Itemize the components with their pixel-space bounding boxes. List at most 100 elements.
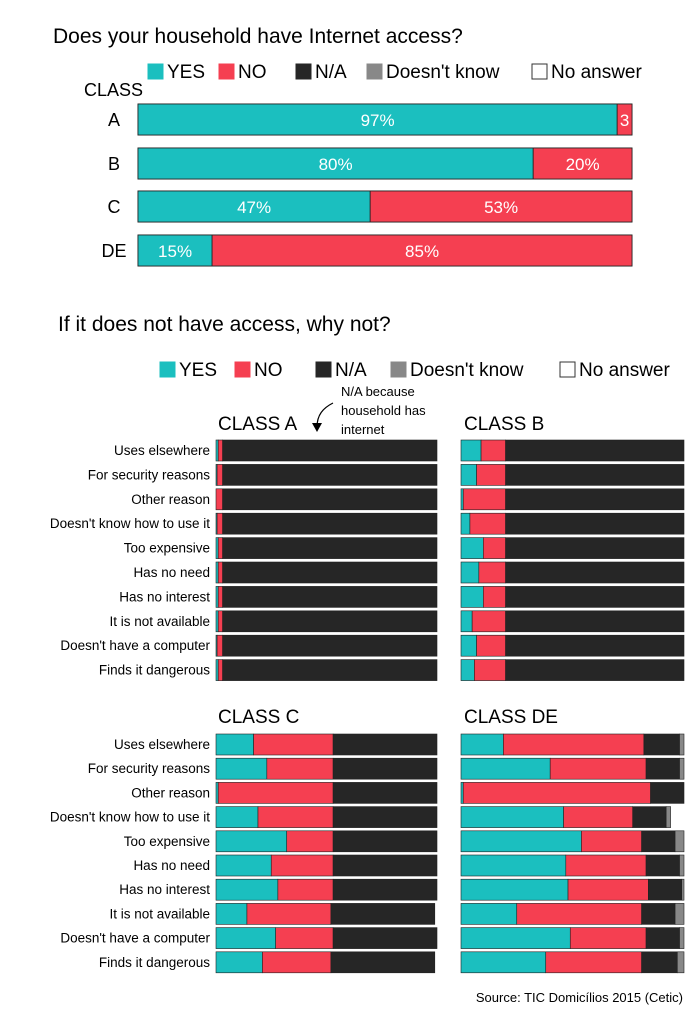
bar-segment-no [567, 878, 649, 901]
bar-segment-no [482, 537, 506, 559]
bar-segment-no [549, 757, 647, 780]
bar-segment-yes [215, 659, 219, 681]
bar-segment-n-a [645, 927, 680, 949]
legend-swatch-no [218, 63, 235, 80]
bar-segment-no [217, 439, 223, 462]
bar-segment-doesn-t-know [674, 903, 685, 925]
source-note: Source: TIC Domicílios 2015 (Cetic) [476, 990, 683, 1005]
bar-segment-no [277, 878, 334, 901]
bar-segment-n-a [505, 561, 685, 584]
bar-segment-n-a [222, 488, 438, 511]
bar-A-yes [137, 103, 618, 136]
bar-segment-n-a [632, 806, 667, 828]
bar-segment-n-a [222, 634, 438, 657]
category-label: Too expensive [124, 541, 210, 556]
bar-segment-no [503, 733, 645, 756]
bar-segment-doesn-t-know [677, 951, 685, 974]
bar-segment-no [262, 951, 332, 974]
bar-segment-yes [215, 951, 263, 974]
legend-swatch-no [234, 361, 251, 378]
bar-segment-no [257, 806, 334, 828]
bar-segment-n-a [222, 439, 438, 462]
legend-swatch-na [315, 361, 332, 378]
bar-segment-no [476, 634, 506, 657]
legend-swatch-no_answer [559, 361, 576, 378]
bar-segment-yes [460, 439, 482, 462]
panel-title: CLASS B [464, 414, 544, 435]
bar-segment-no [565, 854, 647, 877]
bar-segment-n-a [505, 610, 685, 633]
bar-segment-yes [215, 927, 276, 949]
panel-class-b: CLASS B [460, 414, 685, 681]
bar-segment-no [217, 537, 223, 559]
legend-swatch-yes [159, 361, 176, 378]
category-label-DE: DE [101, 241, 126, 261]
bar-segment-yes [460, 854, 567, 877]
bar-segment-n-a [645, 854, 680, 877]
data-label-DE-no: 85% [405, 242, 439, 261]
bar-DE-no [211, 234, 633, 267]
bar-segment-yes [460, 927, 571, 949]
bar-segment-n-a [505, 464, 685, 486]
annotation-line-2: household has [341, 403, 426, 418]
category-label-B: B [108, 154, 120, 174]
category-label: Finds it dangerous [99, 955, 210, 970]
annotation: N/A because household has internet [312, 384, 426, 437]
bar-B-no [532, 147, 633, 180]
category-label: Finds it dangerous [99, 663, 210, 678]
bar-segment-n-a [332, 854, 438, 877]
bar-segment-yes [460, 782, 464, 804]
bar-segment-n-a [222, 464, 438, 486]
category-label-A: A [108, 110, 120, 130]
category-label: Other reason [131, 492, 210, 507]
bar-segment-n-a [650, 782, 685, 804]
bar-segment-yes [460, 561, 480, 584]
bar-segment-yes [460, 512, 471, 535]
legend-label-yes: YES [179, 360, 217, 381]
bar-segment-yes [460, 659, 475, 681]
bar-segment-yes [460, 951, 547, 974]
category-label: Has no need [133, 565, 210, 580]
category-label: Doesn't know how to use it [50, 516, 210, 531]
bar-segment-doesn-t-know [681, 878, 685, 901]
bar-segment-n-a [330, 951, 436, 974]
chart2-title: If it does not have access, why not? [58, 313, 391, 336]
legend-label-no: NO [254, 360, 283, 381]
bar-segment-n-a [505, 634, 685, 657]
bar-segment-n-a [222, 610, 438, 633]
bar-segment-yes [215, 586, 219, 608]
legend-label-no: NO [238, 62, 267, 83]
legend-label-yes: YES [167, 62, 205, 83]
bar-segment-no [216, 464, 223, 486]
bar-segment-n-a [332, 878, 438, 901]
bar-segment-n-a [645, 757, 680, 780]
bar-segment-n-a [505, 488, 685, 511]
bar-segment-no [216, 512, 223, 535]
legend-swatch-no_answer [531, 63, 548, 80]
bar-segment-doesn-t-know [679, 733, 685, 756]
bar-segment-doesn-t-know [679, 854, 685, 877]
bar-segment-yes [460, 757, 551, 780]
legend-label-dont_know: Doesn't know [386, 62, 500, 83]
panel-title: CLASS DE [464, 707, 558, 728]
bar-segment-no [545, 951, 642, 974]
bar-segment-no [478, 561, 506, 584]
bar-segment-yes [460, 488, 464, 511]
bar-segment-n-a [641, 951, 678, 974]
bar-segment-yes [215, 782, 219, 804]
legend-bottom: YES NO N/A Doesn't know No answer [159, 360, 670, 381]
bar-segment-yes [460, 610, 473, 633]
bar-segment-no [474, 659, 506, 681]
legend-label-no_answer: No answer [579, 360, 670, 381]
bar-segment-yes [215, 878, 279, 901]
bar-segment-no [217, 659, 223, 681]
small-multiples: CLASS A Uses elsewhere For security reason… [50, 414, 685, 974]
bar-segment-yes [460, 806, 564, 828]
bar-segment-yes [215, 733, 254, 756]
category-label: Too expensive [124, 834, 210, 849]
data-label-C-no: 53% [484, 198, 518, 217]
bar-segment-yes [215, 561, 219, 584]
bar-segment-n-a [505, 512, 685, 535]
bar-segment-no [480, 439, 506, 462]
category-label-C: C [108, 197, 121, 217]
